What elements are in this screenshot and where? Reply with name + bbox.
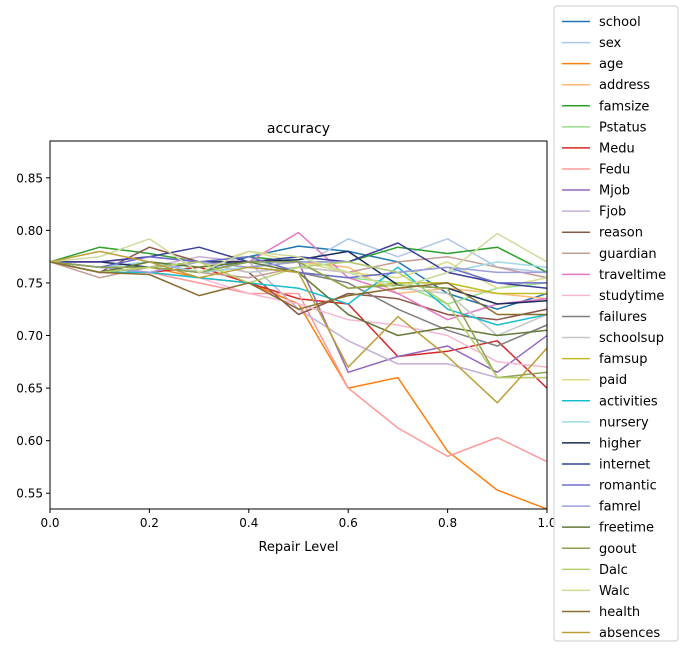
x-tick-label: 1.0 [537, 516, 556, 530]
x-tick-label: 0.0 [40, 516, 59, 530]
series-line-activities [50, 261, 547, 326]
legend-item-romantic: romantic [562, 479, 657, 494]
legend-item-Walc: Walc [562, 584, 630, 599]
legend-label: famsize [599, 99, 649, 114]
x-axis: 0.0 0.2 0.4 0.6 0.8 1.0 [40, 509, 557, 530]
legend-label: health [599, 605, 640, 620]
legend-label: reason [599, 226, 643, 241]
legend-label: school [599, 15, 641, 30]
legend-item-Dalc: Dalc [562, 563, 628, 578]
x-tick-label: 0.2 [140, 516, 159, 530]
legend-label: Mjob [599, 184, 630, 199]
legend-label: studytime [599, 289, 664, 304]
legend-label: Dalc [599, 563, 628, 578]
legend-label: failures [599, 310, 647, 325]
legend-item-failures: failures [562, 310, 647, 325]
legend-item-Fedu: Fedu [562, 162, 630, 177]
y-axis: 0.55 0.60 0.65 0.70 0.75 0.80 0.85 [16, 171, 50, 501]
legend-item-sex: sex [562, 36, 622, 51]
legend: school sex age address famsize Pstatus Medu Fed… [553, 5, 679, 642]
legend-item-health: health [562, 605, 640, 620]
legend-label: goout [599, 542, 637, 557]
legend-item-schoolsup: schoolsup [562, 331, 664, 346]
legend-label: age [599, 57, 623, 72]
legend-item-famsize: famsize [562, 99, 649, 114]
y-tick-label: 0.55 [16, 487, 43, 501]
legend-label: absences [599, 626, 660, 641]
legend-label: sex [599, 36, 622, 51]
legend-label: Fjob [599, 205, 626, 220]
legend-label: internet [599, 457, 650, 472]
y-tick-label: 0.80 [16, 224, 43, 238]
legend-item-famrel: famrel [562, 500, 641, 515]
legend-item-Medu: Medu [562, 141, 635, 156]
legend-item-internet: internet [562, 457, 650, 472]
legend-label: address [599, 78, 650, 93]
legend-item-guardian: guardian [562, 247, 657, 262]
legend-item-activities: activities [562, 394, 658, 409]
series-line-reason [50, 246, 547, 321]
legend-item-famsup: famsup [562, 352, 647, 367]
series-line-absences [50, 250, 547, 404]
x-tick-label: 0.6 [339, 516, 358, 530]
legend-label: famsup [599, 352, 647, 367]
legend-item-paid: paid [562, 373, 627, 388]
legend-item-Fjob: Fjob [562, 205, 626, 220]
x-tick-label: 0.8 [438, 516, 457, 530]
legend-label: guardian [599, 247, 657, 262]
x-tick-label: 0.4 [239, 516, 258, 530]
legend-item-reason: reason [562, 226, 643, 241]
legend-item-goout: goout [562, 542, 637, 557]
legend-label: Fedu [599, 162, 630, 177]
legend-item-nursery: nursery [562, 415, 649, 430]
plot-frame [49, 140, 548, 510]
legend-item-traveltime: traveltime [562, 268, 666, 283]
series-layer [50, 231, 547, 509]
legend-item-age: age [562, 57, 623, 72]
legend-label: paid [599, 373, 627, 388]
legend-label: higher [599, 436, 641, 451]
legend-item-Mjob: Mjob [562, 184, 630, 199]
legend-item-school: school [562, 15, 641, 30]
plot-background [50, 141, 547, 509]
legend-item-higher: higher [562, 436, 641, 451]
series-line-Dalc [50, 261, 547, 379]
legend-item-studytime: studytime [562, 289, 664, 304]
y-tick-label: 0.65 [16, 382, 43, 396]
y-tick-label: 0.70 [16, 329, 43, 343]
chart-title: accuracy [267, 121, 330, 137]
legend-item-Pstatus: Pstatus [562, 120, 647, 135]
legend-item-freetime: freetime [562, 521, 654, 536]
series-line-Walc [50, 232, 547, 289]
legend-item-address: address [562, 78, 650, 93]
legend-label: Medu [599, 141, 635, 156]
legend-item-absences: absences [562, 626, 660, 641]
x-axis-label: Repair Level [258, 540, 338, 555]
legend-label: Walc [599, 584, 630, 599]
legend-label: schoolsup [599, 331, 664, 346]
y-tick-label: 0.75 [16, 276, 43, 290]
y-tick-label: 0.85 [16, 171, 43, 185]
legend-label: nursery [599, 415, 649, 430]
legend-label: freetime [599, 521, 654, 536]
legend-label: activities [599, 394, 658, 409]
series-line-goout [50, 261, 547, 379]
legend-label: traveltime [599, 268, 666, 283]
series-line-health [50, 261, 547, 316]
legend-label: famrel [599, 500, 641, 515]
legend-label: romantic [599, 479, 657, 494]
legend-frame [553, 5, 679, 642]
legend-label: Pstatus [599, 120, 647, 135]
y-tick-label: 0.60 [16, 434, 43, 448]
plot-area [49, 140, 548, 510]
